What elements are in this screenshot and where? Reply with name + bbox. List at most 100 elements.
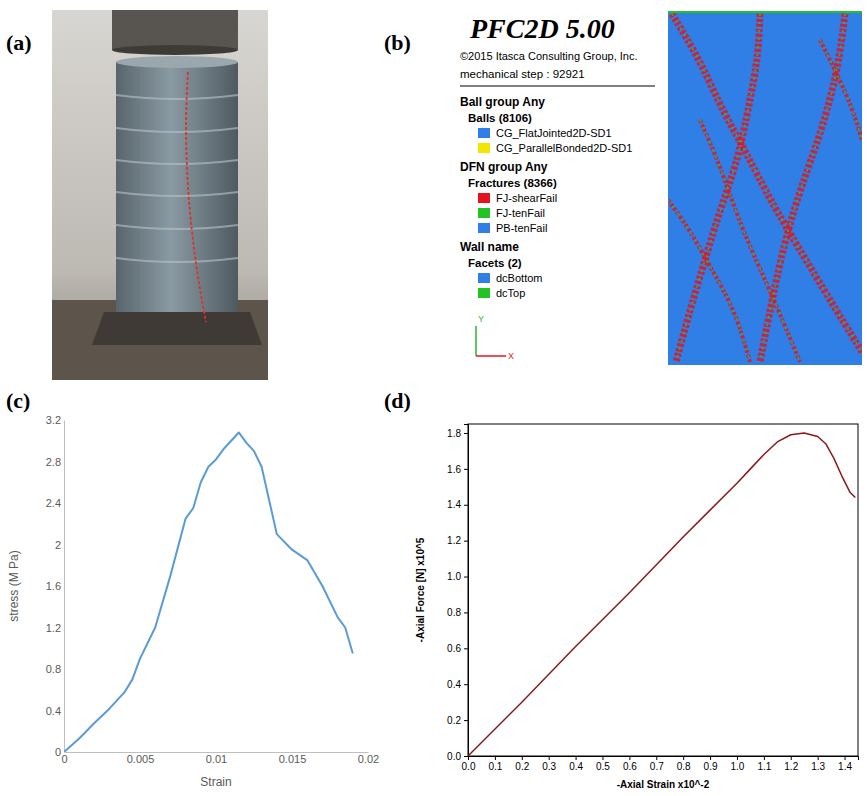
tick-mark (464, 612, 468, 613)
tick: 0.0 (462, 756, 476, 772)
tick-label: 0.02 (358, 753, 379, 765)
platen-edge (112, 45, 238, 55)
legend-heading: DFN group Any (460, 160, 548, 174)
tick: 0 (61, 752, 67, 765)
axis-icon-y (475, 326, 477, 356)
specimen-band (116, 225, 238, 229)
legend-label: FJ-tenFail (496, 207, 545, 219)
tensile-crack (700, 120, 800, 362)
tick: 0.8 (46, 663, 64, 675)
legend-heading: Ball group Any (460, 95, 545, 109)
photo-base (52, 300, 268, 380)
y-axis: 0.00.20.40.60.81.01.21.41.61.8 (447, 425, 468, 762)
tick-mark (629, 756, 630, 760)
tick: 2.4 (46, 497, 64, 509)
legend-label: dcTop (496, 287, 525, 299)
y-axis-title: stress (M Pa) (7, 550, 21, 621)
crack-trace (186, 72, 206, 322)
tick: 1.8 (447, 428, 468, 439)
tick: 0.3 (542, 756, 556, 772)
tick-label: 0.015 (279, 753, 307, 765)
specimen-band (116, 95, 238, 99)
panel-label: (c) (6, 388, 30, 413)
tick: 0.005 (127, 752, 155, 765)
tick-mark (576, 756, 577, 760)
tick: 0.8 (677, 756, 691, 772)
tick-mark (683, 756, 684, 760)
tick-label: 1.4 (838, 761, 852, 772)
tick: 1.1 (757, 756, 771, 772)
tensile-crack (676, 14, 760, 362)
tick: 0.9 (704, 756, 718, 772)
tick-mark (602, 756, 603, 760)
x-axis: 0 0.005 0.01 0.015 0.02 (61, 752, 379, 765)
specimen-band (116, 160, 238, 164)
axis-icon-label: X (508, 351, 514, 361)
tensile-crack (672, 14, 862, 352)
tick: 0.0 (447, 751, 468, 762)
tick-mark (737, 756, 738, 760)
shear-crack (676, 14, 760, 362)
tick-label: 0.0 (462, 761, 476, 772)
panel-label: (b) (384, 30, 411, 55)
legend-swatch (478, 143, 490, 153)
panel-a (52, 10, 268, 380)
tick-mark (464, 541, 468, 542)
tick-label: 0.4 (569, 761, 583, 772)
tick-label: 2.8 (46, 456, 61, 468)
tick: 1.0 (731, 756, 745, 772)
tick-mark (464, 756, 468, 757)
legend-swatch (478, 288, 490, 298)
tick-mark (791, 756, 792, 760)
tick-mark (818, 756, 819, 760)
tick: 1.4 (838, 756, 852, 772)
specimen-band (116, 128, 238, 132)
y-axis: 00.40.81.21.622.42.83.2 (46, 414, 65, 758)
tick-label: 2 (55, 539, 61, 551)
tick-label: 0.7 (650, 761, 664, 772)
shear-crack (672, 14, 862, 352)
tick: 1.4 (447, 499, 468, 510)
tick-mark (495, 756, 496, 760)
tick-label: 1.8 (447, 428, 461, 439)
legend-label: CG_FlatJointed2D-SD1 (496, 127, 612, 139)
x-axis-title: Strain (200, 775, 231, 789)
model-specimen (668, 12, 862, 364)
tick: 0.01 (206, 752, 227, 765)
tick-mark (464, 684, 468, 685)
data-line (468, 433, 855, 756)
tensile-crack (820, 40, 862, 140)
tick-mark (522, 756, 523, 760)
tick: 1.6 (447, 464, 468, 475)
shear-crack (760, 14, 845, 362)
tick-label: 0.8 (447, 607, 461, 618)
shear-crack (820, 40, 862, 140)
tick: 1.3 (811, 756, 825, 772)
legend-swatch (478, 273, 490, 283)
tick-label: 0.8 (677, 761, 691, 772)
tick-label: 1.2 (784, 761, 798, 772)
tick-label: 0.8 (46, 663, 61, 675)
tick-label: 1.6 (447, 464, 461, 475)
tick-label: 0.2 (515, 761, 529, 772)
tick: 0.02 (358, 752, 379, 765)
tick-label: 0.5 (596, 761, 610, 772)
tick: 0.015 (279, 752, 307, 765)
tensile-crack (760, 14, 845, 362)
tick-mark (549, 756, 550, 760)
legend-swatch (478, 208, 490, 218)
tick-mark (464, 577, 468, 578)
step-label: mechanical step : 92921 (460, 68, 585, 80)
tick-label: 0 (61, 753, 67, 765)
tick: 0.2 (447, 715, 468, 726)
software-title: PFC2D 5.00 (469, 13, 615, 44)
tick: 1.6 (46, 580, 64, 592)
loading-platen (112, 10, 238, 50)
tick-label: 1.0 (447, 571, 461, 582)
photo-background (52, 10, 268, 380)
tick-mark (464, 505, 468, 506)
tick-label: 0.3 (542, 761, 556, 772)
wall-top (668, 11, 862, 13)
tick-label: 0.6 (447, 643, 461, 654)
copyright: ©2015 Itasca Consulting Group, Inc. (460, 50, 637, 62)
